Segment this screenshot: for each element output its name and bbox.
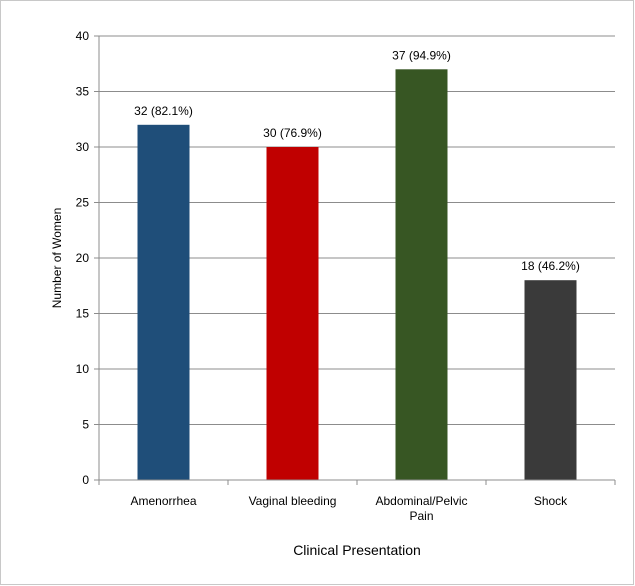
bar-0 [137, 124, 190, 481]
y-tick-label-5: 5 [82, 418, 89, 432]
y-tick-label-35: 35 [76, 85, 90, 99]
data-label-1: 30 (76.9%) [263, 126, 322, 140]
bar-2 [395, 69, 448, 481]
y-tick-label-30: 30 [76, 140, 90, 154]
x-tick-label-0: Amenorrhea [130, 494, 196, 508]
y-tick-label-20: 20 [76, 251, 90, 265]
y-tick-label-15: 15 [76, 307, 90, 321]
x-axis-title: Clinical Presentation [293, 542, 421, 558]
data-label-2: 37 (94.9%) [392, 48, 451, 62]
x-axis-ticks: Amenorrhea Vaginal bleeding Abdominal/Pelv… [98, 480, 616, 523]
y-tick-label-0: 0 [82, 473, 89, 487]
y-tick-label-10: 10 [76, 362, 90, 376]
bar-3 [524, 280, 577, 480]
data-label-3: 18 (46.2%) [521, 259, 580, 273]
data-labels: 32 (82.1%) 30 (76.9%) 37 (94.9%) 18 (46.2%) [134, 48, 580, 273]
x-tick-label-2: Abdominal/Pelvic Pain [375, 494, 467, 523]
bars [137, 69, 577, 481]
y-axis-title: Number of Women [50, 208, 64, 308]
x-tick-label-3: Shock [534, 494, 568, 508]
data-label-0: 32 (82.1%) [134, 104, 193, 118]
y-axis-ticks: 0 5 10 15 20 25 30 35 40 [76, 29, 90, 487]
bar-1 [266, 147, 319, 480]
y-tick-label-40: 40 [76, 29, 90, 43]
y-tick-label-25: 25 [76, 196, 90, 210]
x-tick-label-1: Vaginal bleeding [249, 494, 337, 508]
